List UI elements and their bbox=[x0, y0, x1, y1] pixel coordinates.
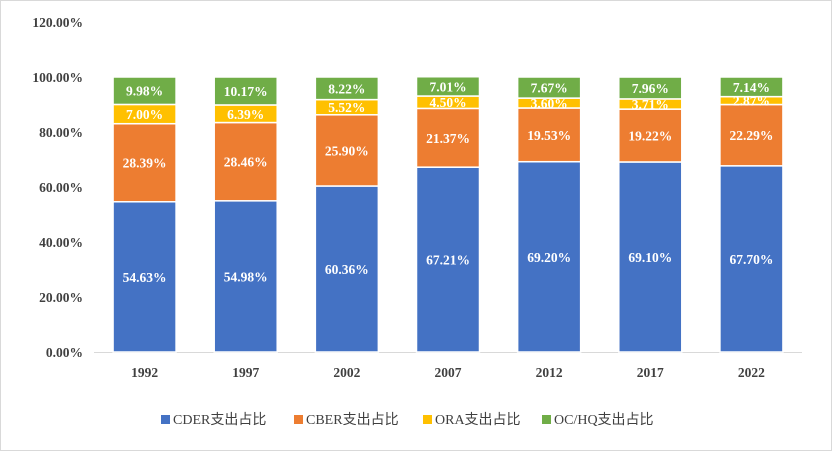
bar-segment-1-2022 bbox=[719, 165, 784, 353]
x-tick-label: 2012 bbox=[536, 365, 563, 380]
data-label: 28.39% bbox=[123, 156, 167, 171]
data-label: 3.71% bbox=[632, 97, 669, 112]
x-tick-label: 1992 bbox=[131, 365, 158, 380]
legend-swatch bbox=[161, 415, 170, 424]
data-label: 69.20% bbox=[527, 250, 571, 265]
y-tick-label: 40.00% bbox=[39, 235, 83, 250]
data-label: 7.01% bbox=[429, 79, 466, 94]
data-label: 67.70% bbox=[729, 252, 773, 267]
legend-swatch bbox=[542, 415, 551, 424]
data-label: 25.90% bbox=[325, 143, 369, 158]
bar-segment-2-2012 bbox=[516, 107, 582, 163]
y-tick-label: 60.00% bbox=[39, 180, 83, 195]
data-label: 19.22% bbox=[628, 129, 672, 144]
bar-segment-4-2007 bbox=[415, 76, 481, 97]
data-label: 6.39% bbox=[227, 107, 264, 122]
data-label: 7.67% bbox=[531, 81, 568, 96]
bar-segment-2-2017 bbox=[618, 108, 683, 163]
bar-segment-4-2022 bbox=[719, 76, 784, 98]
data-label: 7.14% bbox=[733, 80, 770, 95]
data-label: 3.60% bbox=[531, 96, 568, 111]
data-label: 9.98% bbox=[126, 84, 163, 99]
x-tick-label: 2017 bbox=[637, 365, 664, 380]
bar-segment-1-2002 bbox=[314, 185, 380, 353]
data-label: 60.36% bbox=[325, 262, 369, 277]
bar-segment-2-1992 bbox=[112, 122, 177, 203]
data-label: 10.17% bbox=[224, 84, 268, 99]
bar-segment-4-2012 bbox=[516, 76, 582, 99]
legend-label: OC/HQ支出占比 bbox=[554, 412, 654, 428]
legend-label: CDER支出占比 bbox=[173, 412, 266, 428]
y-tick-label: 120.00% bbox=[32, 15, 83, 30]
bar-segment-2-2002 bbox=[314, 114, 380, 187]
bar-segment-4-1997 bbox=[213, 76, 278, 106]
bar-segment-4-2017 bbox=[618, 76, 683, 100]
data-label: 28.46% bbox=[224, 155, 268, 170]
data-label: 21.37% bbox=[426, 131, 470, 146]
y-tick-label: 0.00% bbox=[46, 345, 83, 360]
data-label: 7.00% bbox=[126, 107, 163, 122]
legend-swatch bbox=[294, 415, 303, 424]
data-label: 19.53% bbox=[527, 128, 571, 143]
data-label: 69.10% bbox=[628, 250, 672, 265]
y-tick-label: 20.00% bbox=[39, 290, 83, 305]
bar-segment-4-1992 bbox=[112, 76, 177, 106]
bar-segment-2-1997 bbox=[213, 121, 278, 202]
bar-segment-1-2017 bbox=[618, 161, 683, 353]
x-tick-label: 2007 bbox=[435, 365, 462, 380]
bar-segment-1-2007 bbox=[415, 166, 481, 353]
legend-swatch bbox=[423, 415, 432, 424]
data-label: 67.21% bbox=[426, 253, 470, 268]
bar-segment-2-2007 bbox=[415, 107, 481, 168]
bar-segment-1-1997 bbox=[213, 200, 278, 353]
x-tick-label: 1997 bbox=[232, 365, 259, 380]
bar-segment-4-2002 bbox=[314, 76, 380, 101]
bar-segment-1-2012 bbox=[516, 160, 582, 353]
data-label: 8.22% bbox=[328, 81, 365, 96]
data-label: 4.50% bbox=[429, 95, 466, 110]
bar-segment-1-1992 bbox=[112, 201, 177, 353]
y-tick-label: 100.00% bbox=[32, 70, 83, 85]
data-label: 54.63% bbox=[123, 270, 167, 285]
data-label: 7.96% bbox=[632, 81, 669, 96]
x-tick-label: 2022 bbox=[738, 365, 765, 380]
legend-label: ORA支出占比 bbox=[435, 412, 521, 428]
x-tick-label: 2002 bbox=[333, 365, 360, 380]
data-label: 54.98% bbox=[224, 269, 268, 284]
y-tick-label: 80.00% bbox=[39, 125, 83, 140]
data-label: 5.52% bbox=[328, 100, 365, 115]
data-label: 22.29% bbox=[729, 128, 773, 143]
legend-label: CBER支出占比 bbox=[306, 412, 399, 428]
